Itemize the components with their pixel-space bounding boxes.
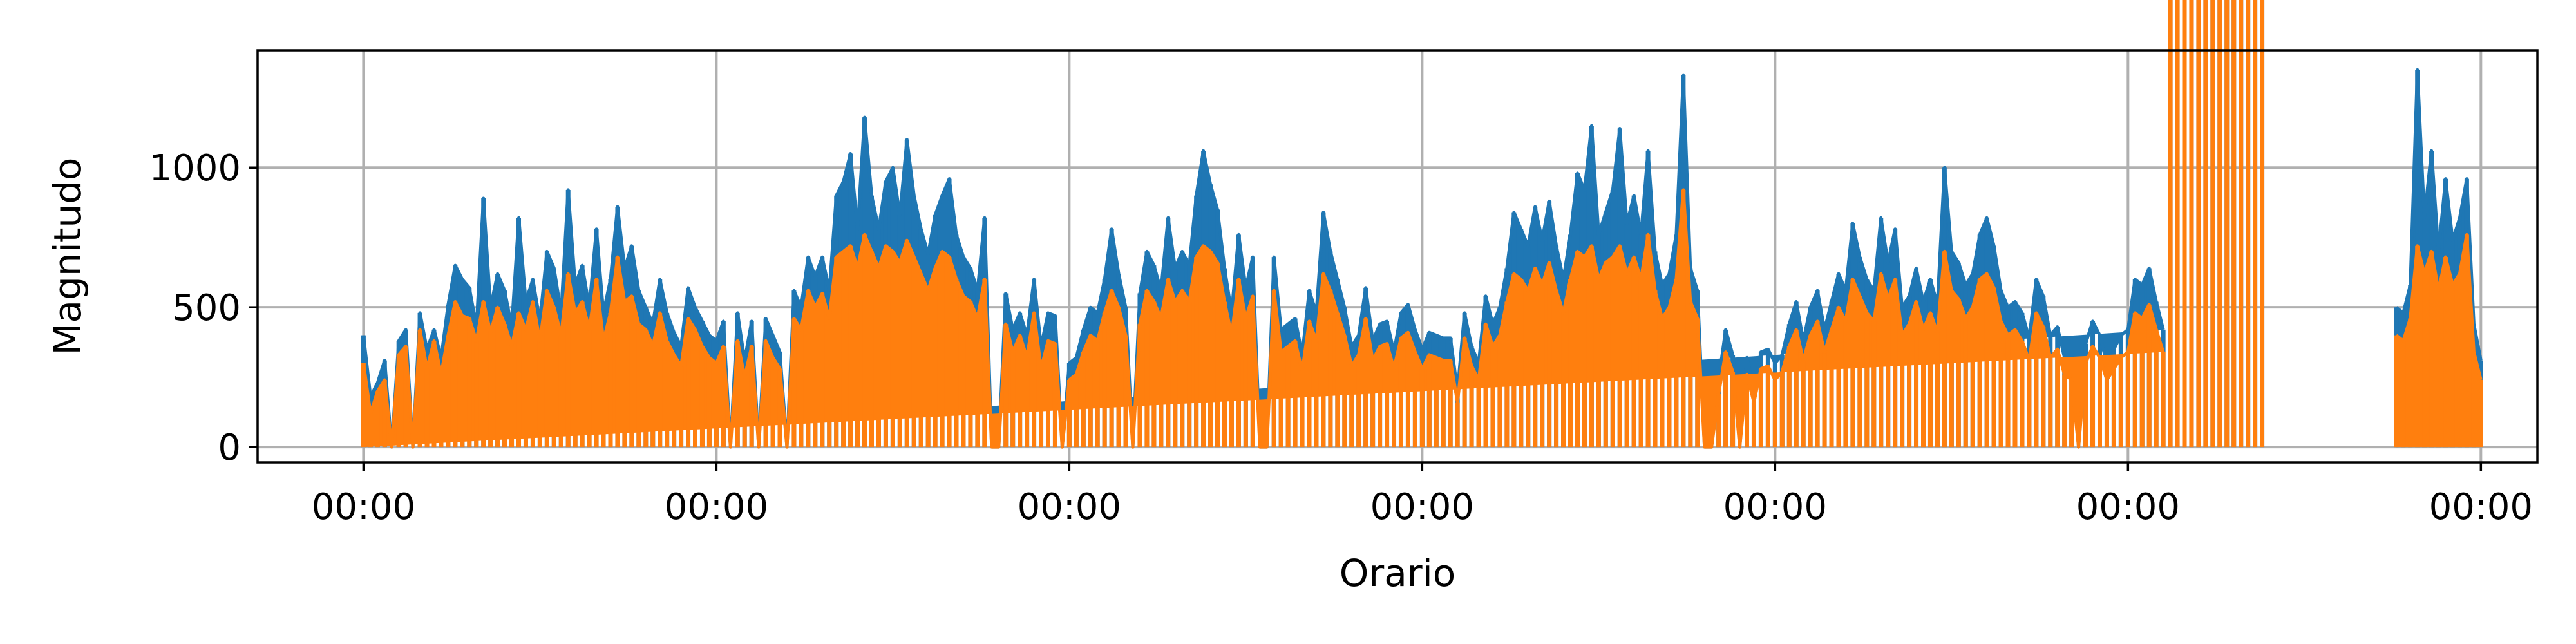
y-axis: 0 500 1000 (149, 147, 258, 469)
plot-frame (256, 49, 2539, 464)
x-tick-label: 00:00 (2429, 486, 2533, 528)
series-line (361, 188, 2165, 449)
series-line (2395, 68, 2483, 361)
x-tick-label: 00:00 (312, 486, 415, 528)
x-tick-label: 00:00 (2076, 486, 2180, 528)
y-tick-label: 0 (218, 427, 241, 469)
x-tick-label: 00:00 (1370, 486, 1474, 528)
x-axis-label: Orario (1340, 551, 1456, 595)
series-2 (361, 0, 2483, 449)
y-axis-label: Magnitudo (46, 157, 90, 355)
series-group (361, 0, 2483, 449)
y-tick-label: 1000 (149, 147, 241, 189)
x-tick-label: 00:00 (1018, 486, 1121, 528)
x-tick-label: 00:00 (665, 486, 768, 528)
x-axis: 00:00 00:00 00:00 00:00 00:00 00:00 00:00 (312, 462, 2533, 528)
series-line (2395, 232, 2483, 381)
y-tick-label: 500 (172, 287, 241, 329)
x-tick-label: 00:00 (1723, 486, 1827, 528)
